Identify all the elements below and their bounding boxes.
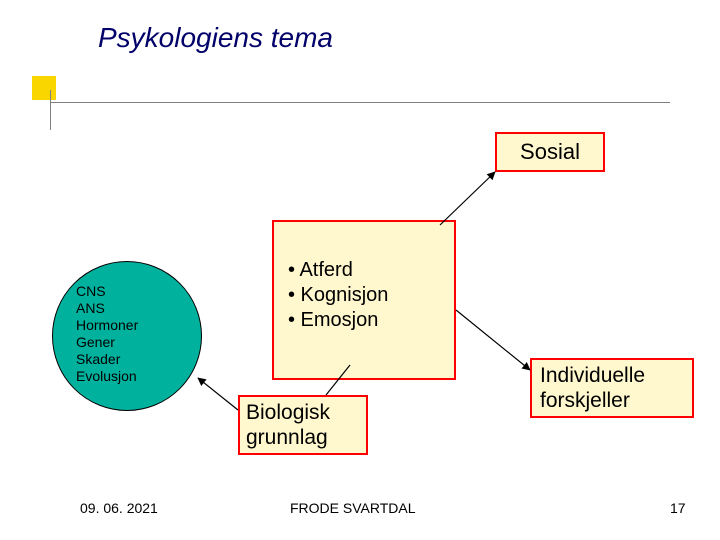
box-indiv-text: Individuelle forskjeller bbox=[540, 363, 645, 413]
accent-vline bbox=[50, 90, 51, 130]
accent-hline bbox=[50, 102, 670, 103]
accent-square bbox=[32, 76, 56, 100]
footer-page: 17 bbox=[670, 500, 686, 516]
box-sosial-label: Sosial bbox=[520, 139, 580, 165]
footer-author: FRODE SVARTDAL bbox=[290, 500, 416, 516]
footer-date: 09. 06. 2021 bbox=[80, 500, 158, 516]
box-bio-label-text: Biologisk grunnlag bbox=[246, 400, 330, 450]
connector-line bbox=[198, 378, 238, 410]
slide-title: Psykologiens tema bbox=[98, 22, 333, 54]
slide-stage: Psykologiens tema CNS ANS Hormoner Gener… bbox=[0, 0, 720, 540]
box-sosial: Sosial bbox=[495, 132, 605, 172]
box-center-text: • Atferd • Kognisjon • Emosjon bbox=[288, 258, 388, 333]
biology-ellipse-text: CNS ANS Hormoner Gener Skader Evolusjon bbox=[76, 283, 138, 385]
connector-line bbox=[440, 172, 495, 225]
connector-line bbox=[456, 310, 530, 370]
